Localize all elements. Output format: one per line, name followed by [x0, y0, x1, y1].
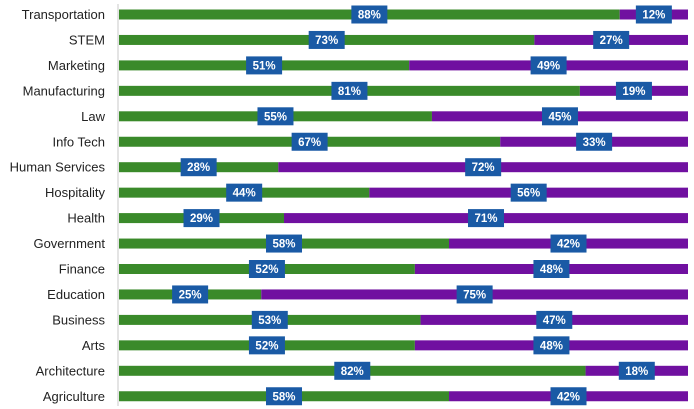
category-label: Hospitality	[45, 185, 105, 200]
data-label-box	[172, 285, 209, 304]
data-label: 29%	[190, 213, 213, 225]
category-label: Government	[33, 236, 105, 251]
data-label-box	[246, 56, 283, 75]
category-label: Human Services	[10, 160, 106, 175]
data-label-box	[635, 5, 672, 24]
data-label-box	[266, 387, 303, 406]
data-label-box	[510, 183, 547, 202]
data-label-box	[331, 81, 368, 100]
data-label-box	[536, 310, 573, 329]
data-label-box	[308, 30, 345, 49]
data-label-box	[615, 81, 652, 100]
data-label-box	[533, 336, 570, 355]
data-label-box	[248, 260, 285, 278]
data-label-box	[468, 209, 505, 228]
category-label: Info Tech	[52, 134, 105, 149]
data-label-box	[180, 158, 217, 177]
data-label: 48%	[540, 340, 563, 352]
data-label: 55%	[264, 111, 287, 123]
data-label: 44%	[233, 188, 256, 200]
data-label: 42%	[557, 391, 580, 403]
data-label-box	[593, 30, 630, 49]
category-label: Finance	[59, 262, 105, 277]
data-label-box	[266, 234, 303, 253]
category-label: Health	[67, 211, 105, 226]
category-label: Business	[52, 312, 105, 327]
data-label: 19%	[622, 86, 645, 98]
data-label-box	[226, 183, 263, 202]
data-label-box	[334, 361, 371, 380]
data-label-box	[456, 285, 493, 304]
data-label: 42%	[557, 239, 580, 251]
category-label: Arts	[82, 338, 106, 353]
data-label-box	[541, 107, 578, 126]
data-label: 48%	[540, 264, 563, 276]
data-label-box	[291, 132, 328, 151]
data-label-box	[465, 158, 502, 177]
data-label: 12%	[642, 10, 665, 22]
category-label: Agriculture	[43, 389, 105, 404]
data-label: 28%	[187, 162, 210, 174]
data-label: 82%	[341, 366, 364, 378]
data-label-box	[257, 107, 294, 126]
data-label-box	[550, 234, 587, 253]
data-label: 67%	[298, 137, 321, 149]
data-label: 33%	[583, 137, 606, 149]
data-label: 71%	[474, 213, 497, 225]
data-label: 73%	[315, 35, 338, 47]
data-label-box	[618, 361, 655, 380]
data-label-box	[248, 336, 285, 355]
data-label-box	[251, 310, 288, 329]
category-label: Law	[81, 109, 105, 124]
data-label: 88%	[358, 10, 381, 22]
data-label: 56%	[517, 188, 540, 200]
data-label: 25%	[179, 289, 202, 301]
category-label: Marketing	[48, 58, 105, 73]
category-label: Manufacturing	[23, 83, 105, 98]
data-label-box	[550, 387, 587, 406]
data-label: 47%	[543, 315, 566, 327]
data-label: 18%	[625, 366, 648, 378]
data-label: 58%	[272, 239, 295, 251]
category-label: Transportation	[22, 7, 105, 22]
data-label-box	[183, 209, 220, 228]
data-label: 75%	[463, 289, 486, 301]
data-label: 53%	[258, 315, 281, 327]
category-label: Architecture	[36, 363, 105, 378]
data-label: 72%	[472, 162, 495, 174]
data-label: 51%	[253, 60, 276, 72]
data-label-box	[351, 5, 388, 24]
data-label: 52%	[255, 340, 278, 352]
data-label: 81%	[338, 86, 361, 98]
data-label: 52%	[255, 264, 278, 276]
category-label: STEM	[69, 32, 105, 47]
category-label: Education	[47, 287, 105, 302]
data-label-box	[530, 56, 567, 75]
data-label-box	[576, 132, 613, 151]
data-label-box	[533, 260, 570, 278]
data-label: 49%	[537, 60, 560, 72]
data-label: 27%	[600, 35, 623, 47]
data-label: 45%	[548, 111, 571, 123]
data-label: 58%	[272, 391, 295, 403]
